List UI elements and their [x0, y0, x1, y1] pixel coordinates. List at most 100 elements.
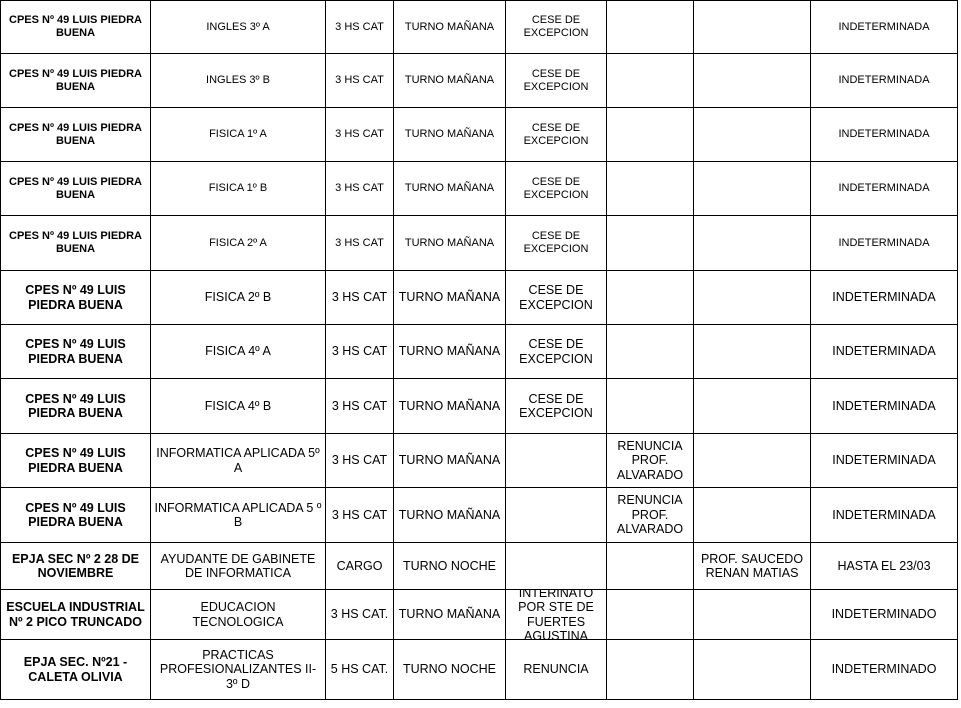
subject-cell: FISICA 4º A [151, 325, 326, 379]
school-cell: ESCUELA INDUSTRIAL Nº 2 PICO TRUNCADO [0, 590, 151, 640]
term-cell: INDETERMINADA [811, 379, 958, 434]
school-cell: CPES Nº 49 LUIS PIEDRA BUENA [0, 325, 151, 379]
subject-cell: FISICA 1º B [151, 162, 326, 216]
hours-cell: 3 HS CAT [326, 325, 394, 379]
shift-cell: TURNO MAÑANA [394, 488, 506, 543]
hours-cell: 3 HS CAT [326, 379, 394, 434]
subject-cell: INFORMATICA APLICADA 5 º B [151, 488, 326, 543]
shift-cell: TURNO MAÑANA [394, 379, 506, 434]
shift-cell: TURNO MAÑANA [394, 108, 506, 162]
shift-cell: TURNO MAÑANA [394, 216, 506, 271]
school-cell: CPES Nº 49 LUIS PIEDRA BUENA [0, 162, 151, 216]
hours-cell: 3 HS CAT [326, 162, 394, 216]
teacher-cell [694, 271, 811, 325]
subject-cell: EDUCACION TECNOLOGICA [151, 590, 326, 640]
reason-cell: CESE DE EXCEPCION [506, 0, 607, 54]
hours-cell: 3 HS CAT. [326, 590, 394, 640]
reason-cell: RENUNCIA [506, 640, 607, 700]
reason-cell [506, 488, 607, 543]
teacher-cell [694, 325, 811, 379]
school-cell: EPJA SEC Nº 2 28 DE NOVIEMBRE [0, 543, 151, 590]
teacher-cell [694, 162, 811, 216]
hours-cell: 5 HS CAT. [326, 640, 394, 700]
teacher-cell [694, 488, 811, 543]
term-cell: INDETERMINADA [811, 162, 958, 216]
school-cell: EPJA SEC. Nº21 - CALETA OLIVIA [0, 640, 151, 700]
shift-cell: TURNO MAÑANA [394, 54, 506, 108]
school-cell: CPES Nº 49 LUIS PIEDRA BUENA [0, 434, 151, 488]
cause-cell [607, 590, 694, 640]
cause-cell: RENUNCIA PROF. ALVARADO [607, 434, 694, 488]
hours-cell: 3 HS CAT [326, 434, 394, 488]
reason-cell [506, 434, 607, 488]
subject-cell: INFORMATICA APLICADA 5º A [151, 434, 326, 488]
teacher-cell [694, 590, 811, 640]
subject-cell: AYUDANTE DE GABINETE DE INFORMATICA [151, 543, 326, 590]
hours-cell: 3 HS CAT [326, 488, 394, 543]
cause-cell [607, 543, 694, 590]
shift-cell: TURNO MAÑANA [394, 434, 506, 488]
school-cell: CPES Nº 49 LUIS PIEDRA BUENA [0, 379, 151, 434]
school-cell: CPES Nº 49 LUIS PIEDRA BUENA [0, 271, 151, 325]
cause-cell: RENUNCIA PROF. ALVARADO [607, 488, 694, 543]
shift-cell: TURNO NOCHE [394, 543, 506, 590]
shift-cell: TURNO MAÑANA [394, 271, 506, 325]
reason-cell: CESE DE EXCEPCION [506, 379, 607, 434]
hours-cell: 3 HS CAT [326, 54, 394, 108]
teacher-cell [694, 54, 811, 108]
school-cell: CPES Nº 49 LUIS PIEDRA BUENA [0, 216, 151, 271]
cause-cell [607, 216, 694, 271]
term-cell: INDETERMINADO [811, 590, 958, 640]
teacher-cell: PROF. SAUCEDO RENAN MATIAS [694, 543, 811, 590]
term-cell: INDETERMINADA [811, 0, 958, 54]
school-cell: CPES Nº 49 LUIS PIEDRA BUENA [0, 488, 151, 543]
subject-cell: FISICA 2º A [151, 216, 326, 271]
school-cell: CPES Nº 49 LUIS PIEDRA BUENA [0, 0, 151, 54]
reason-cell: CESE DE EXCEPCION [506, 162, 607, 216]
cause-cell [607, 162, 694, 216]
hours-cell: 3 HS CAT [326, 0, 394, 54]
shift-cell: TURNO MAÑANA [394, 325, 506, 379]
school-cell: CPES Nº 49 LUIS PIEDRA BUENA [0, 108, 151, 162]
shift-cell: TURNO MAÑANA [394, 590, 506, 640]
term-cell: INDETERMINADA [811, 54, 958, 108]
reason-cell [506, 543, 607, 590]
reason-cell: CESE DE EXCEPCION [506, 108, 607, 162]
cause-cell [607, 108, 694, 162]
term-cell: INDETERMINADA [811, 434, 958, 488]
term-cell: INDETERMINADA [811, 216, 958, 271]
term-cell: HASTA EL 23/03 [811, 543, 958, 590]
cause-cell [607, 0, 694, 54]
shift-cell: TURNO MAÑANA [394, 162, 506, 216]
cause-cell [607, 325, 694, 379]
teacher-cell [694, 379, 811, 434]
subject-cell: FISICA 1º A [151, 108, 326, 162]
hours-cell: 3 HS CAT [326, 216, 394, 271]
cause-cell [607, 54, 694, 108]
hours-cell: 3 HS CAT [326, 108, 394, 162]
subject-cell: INGLES 3º A [151, 0, 326, 54]
teacher-cell [694, 0, 811, 54]
term-cell: INDETERMINADA [811, 271, 958, 325]
term-cell: INDETERMINADA [811, 108, 958, 162]
term-cell: INDETERMINADA [811, 488, 958, 543]
reason-cell: CESE DE EXCEPCION [506, 271, 607, 325]
reason-cell: CESE DE EXCEPCION [506, 54, 607, 108]
shift-cell: TURNO NOCHE [394, 640, 506, 700]
cause-cell [607, 271, 694, 325]
hours-cell: 3 HS CAT [326, 271, 394, 325]
hours-cell: CARGO [326, 543, 394, 590]
subject-cell: INGLES 3º B [151, 54, 326, 108]
subject-cell: FISICA 4º B [151, 379, 326, 434]
reason-cell: INTERINATO POR STE DE FUERTES AGUSTINA [506, 590, 607, 640]
subject-cell: FISICA 2º B [151, 271, 326, 325]
term-cell: INDETERMINADO [811, 640, 958, 700]
term-cell: INDETERMINADA [811, 325, 958, 379]
subject-cell: PRACTICAS PROFESIONALIZANTES II- 3º D [151, 640, 326, 700]
teacher-cell [694, 216, 811, 271]
reason-cell: CESE DE EXCEPCION [506, 216, 607, 271]
cause-cell [607, 640, 694, 700]
teacher-cell [694, 640, 811, 700]
teacher-cell [694, 434, 811, 488]
